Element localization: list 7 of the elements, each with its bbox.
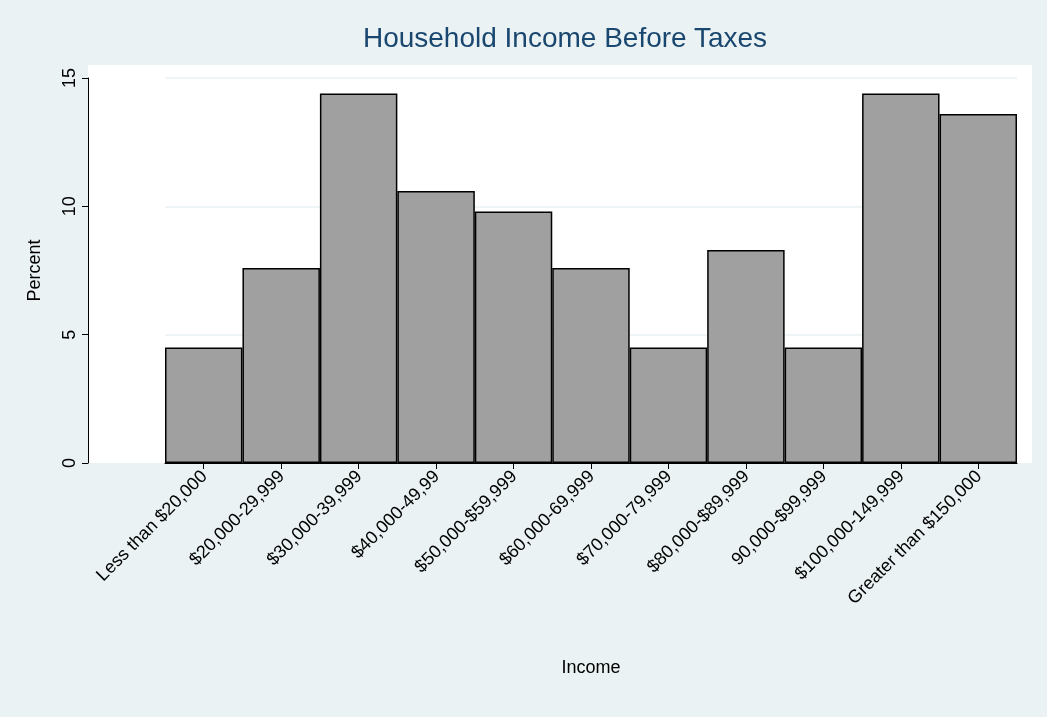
y-tick-label: 15 (59, 67, 79, 89)
y-tick-label: 10 (59, 196, 79, 217)
x-axis-title: Income (561, 657, 621, 677)
y-axis-title: Percent (24, 239, 44, 302)
chart-title: Household Income Before Taxes (362, 21, 768, 53)
y-tick-label: 5 (59, 329, 79, 340)
y-tick-label: 0 (59, 457, 79, 469)
